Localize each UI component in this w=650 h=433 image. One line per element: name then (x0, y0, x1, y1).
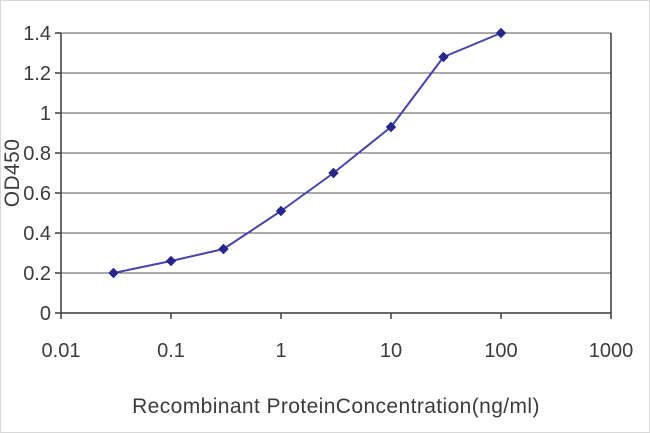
x-tick-label: 100 (484, 340, 517, 362)
data-line (112, 32, 502, 274)
x-tick-label: 0.01 (42, 340, 81, 362)
y-tick-label: 1.2 (23, 63, 51, 85)
y-tick-labels: 0 0.2 0.4 0.6 0.8 1 1.2 1.4 (23, 23, 51, 325)
x-axis-label: Recombinant ProteinConcentration(ng/ml) (132, 395, 540, 418)
axes (60, 33, 612, 314)
y-axis-label: OD450 (1, 139, 24, 208)
y-tick-label: 1 (40, 103, 51, 125)
y-tick-label: 1.4 (23, 23, 51, 45)
y-tick-label: 0.2 (23, 263, 51, 285)
data-point-marker (495, 27, 507, 39)
x-tick-labels: 0.01 0.1 1 10 100 1000 (42, 340, 634, 362)
data-series (108, 27, 507, 279)
y-tick-label: 0.6 (23, 183, 51, 205)
x-tick-label: 1 (275, 340, 286, 362)
x-tick-label: 1000 (589, 340, 634, 362)
data-point-marker (108, 267, 119, 279)
data-point-marker (438, 51, 449, 63)
data-point-marker (165, 255, 177, 267)
y-tick-label: 0.8 (23, 143, 51, 165)
x-tick-label: 10 (380, 340, 402, 362)
y-tick-label: 0 (40, 303, 51, 325)
gridlines (61, 32, 611, 274)
x-tick-label: 0.1 (157, 340, 185, 362)
data-point-marker (385, 121, 397, 133)
y-tick-label: 0.4 (23, 223, 51, 245)
data-point-marker (328, 167, 339, 179)
tick-marks (55, 32, 612, 319)
data-point-marker (275, 205, 287, 217)
data-point-marker (218, 243, 229, 255)
